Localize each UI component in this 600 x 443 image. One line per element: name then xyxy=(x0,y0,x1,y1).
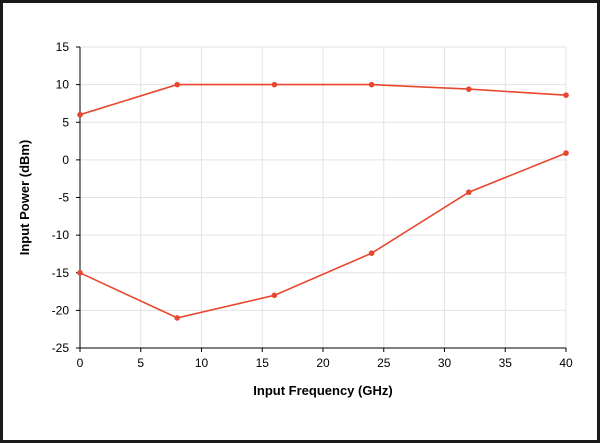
y-tick-label: -10 xyxy=(52,228,70,242)
data-point xyxy=(174,315,180,321)
data-point xyxy=(174,81,180,88)
y-tick-label: -5 xyxy=(58,191,69,205)
data-point xyxy=(271,292,278,299)
data-point xyxy=(563,150,569,156)
x-tick-label: 20 xyxy=(316,356,330,370)
data-point xyxy=(368,81,375,88)
y-tick-label: -20 xyxy=(52,303,70,317)
data-point xyxy=(563,92,569,98)
x-tick-label: 25 xyxy=(377,356,391,370)
tick-labels: 0 5 10 15 20 25 30 35 40 15 10 5 0 -5 -10 -15 -20 -25 xyxy=(52,40,573,370)
series-line-2 xyxy=(79,152,567,319)
data-point xyxy=(466,189,472,196)
x-tick-label: 15 xyxy=(256,356,270,370)
line-chart: 0 5 10 15 20 25 30 35 40 15 10 5 0 -5 -10 -15 -20 -25 Inp… xyxy=(17,40,573,398)
x-axis-title: Input Frequency (GHz) xyxy=(253,383,392,398)
y-tick-label: 10 xyxy=(56,78,70,92)
x-tick-label: 5 xyxy=(137,356,144,370)
y-tick-label: 0 xyxy=(62,153,69,167)
data-point xyxy=(368,250,375,256)
series-group xyxy=(77,81,569,321)
axes xyxy=(76,46,567,352)
data-point xyxy=(466,86,472,92)
y-tick-label: 15 xyxy=(56,40,70,54)
x-tick-label: 40 xyxy=(559,356,573,370)
x-tick-label: 10 xyxy=(195,356,209,370)
data-point xyxy=(77,111,83,118)
series-line-1 xyxy=(79,83,567,116)
y-axis-title: Input Power (dBm) xyxy=(17,140,32,256)
data-point xyxy=(271,81,278,88)
x-tick-label: 0 xyxy=(77,356,84,370)
data-point xyxy=(77,269,83,276)
y-tick-label: -25 xyxy=(52,341,70,355)
x-tick-label: 35 xyxy=(499,356,513,370)
y-tick-label: -15 xyxy=(52,266,70,280)
y-tick-label: 5 xyxy=(62,115,69,129)
x-tick-label: 30 xyxy=(438,356,452,370)
